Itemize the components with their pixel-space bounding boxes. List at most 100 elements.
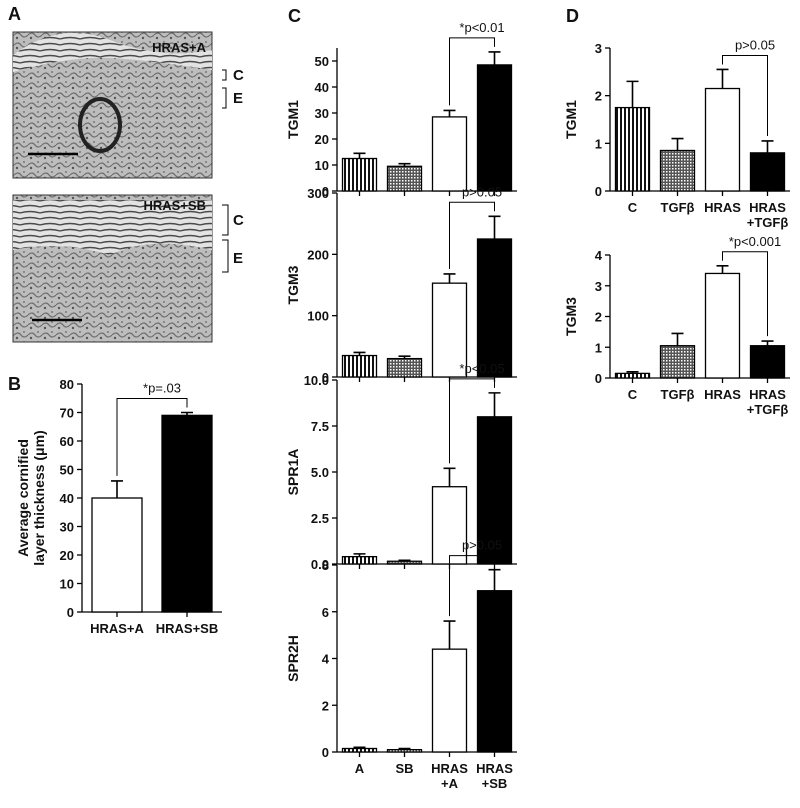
y-tick-label: 5.0 xyxy=(311,465,329,480)
x-tick-label: HRAS+SB xyxy=(476,761,513,791)
significance-bracket xyxy=(116,398,188,476)
significance-label: *p<0.05 xyxy=(459,361,504,376)
significance-label: *p<0.001 xyxy=(729,234,781,249)
y-tick-label: 1 xyxy=(595,340,602,355)
bar xyxy=(386,357,423,378)
x-tick-label: C xyxy=(628,200,638,215)
y-axis-label: SPR1A xyxy=(285,449,301,496)
y-tick-label: 4 xyxy=(595,248,603,263)
significance-label: p>0.05 xyxy=(735,37,775,52)
error-bar xyxy=(398,162,411,167)
bar xyxy=(704,87,741,192)
y-tick-label: 2 xyxy=(322,698,329,713)
significance-bracket xyxy=(449,555,495,617)
significance-bracket xyxy=(722,251,768,337)
bar xyxy=(476,238,513,378)
layer-label: C xyxy=(233,67,244,84)
bar xyxy=(749,152,786,192)
y-tick-label: 2.5 xyxy=(311,511,329,526)
significance-label: p>0.05 xyxy=(462,538,502,553)
y-tick-label: 10.0 xyxy=(304,373,329,388)
error-bar xyxy=(353,152,366,159)
y-tick-label: 7.5 xyxy=(311,419,329,434)
y-tick-label: 1 xyxy=(595,136,602,151)
bar xyxy=(704,272,741,379)
error-bar xyxy=(398,747,411,750)
x-tick-label: TGFβ xyxy=(661,200,695,215)
error-bar xyxy=(671,137,684,151)
bar xyxy=(476,590,513,753)
significance-bracket xyxy=(449,37,495,106)
y-tick-label: 6 xyxy=(322,605,329,620)
x-tick-label: HRAS+A xyxy=(90,621,144,636)
image-label: HRAS+A xyxy=(152,40,206,55)
error-bar xyxy=(626,80,639,108)
panel-label: D xyxy=(566,6,579,26)
error-bar xyxy=(671,332,684,346)
bar xyxy=(341,555,378,565)
bar xyxy=(659,345,696,379)
layer-label: C xyxy=(233,212,244,229)
x-tick-label: A xyxy=(355,761,365,776)
layer-label: E xyxy=(233,90,243,107)
y-tick-label: 50 xyxy=(60,463,74,478)
y-tick-label: 0.0 xyxy=(311,557,329,572)
error-bar xyxy=(353,351,366,356)
x-tick-label: HRAS xyxy=(704,387,741,402)
significance-label: *p<0.01 xyxy=(459,20,504,35)
bar xyxy=(614,106,651,192)
y-tick-label: 0 xyxy=(322,745,329,760)
y-tick-label: 70 xyxy=(60,406,74,421)
x-tick-label: HRAS+SB xyxy=(156,621,219,636)
error-bar xyxy=(443,109,456,117)
error-bar xyxy=(398,355,411,359)
error-bar xyxy=(716,68,729,89)
error-bar xyxy=(353,746,366,749)
x-tick-label: HRAS xyxy=(704,200,741,215)
bar xyxy=(341,747,378,753)
y-tick-label: 40 xyxy=(315,80,329,95)
y-axis-label: TGM3 xyxy=(563,297,579,336)
error-bar xyxy=(761,340,774,346)
error-bar xyxy=(761,140,774,153)
cornified-layer xyxy=(13,200,212,255)
significance-label: *p=.03 xyxy=(143,381,181,396)
y-tick-label: 2 xyxy=(595,310,602,325)
y-axis-label: TGM1 xyxy=(285,100,301,139)
x-tick-label: TGFβ xyxy=(661,387,695,402)
cornified-layer xyxy=(13,32,212,72)
error-bar xyxy=(443,467,456,487)
bar xyxy=(341,157,378,192)
y-tick-label: 300 xyxy=(307,186,329,201)
y-tick-label: 60 xyxy=(60,434,74,449)
y-tick-label: 0 xyxy=(322,370,329,385)
image-label: HRAS+SB xyxy=(144,198,207,213)
y-tick-label: 20 xyxy=(60,548,74,563)
y-axis-label: TGM1 xyxy=(563,100,579,139)
x-tick-label: SB xyxy=(395,761,413,776)
y-tick-label: 100 xyxy=(307,309,329,324)
y-tick-label: 10 xyxy=(60,577,74,592)
layer-label: E xyxy=(233,250,243,267)
error-bar xyxy=(181,411,193,416)
panel-label: C xyxy=(288,6,301,26)
error-bar xyxy=(488,215,501,239)
bar xyxy=(431,116,468,192)
y-tick-label: 50 xyxy=(315,54,329,69)
error-bar xyxy=(488,51,501,65)
bracket xyxy=(222,69,227,109)
error-bar xyxy=(443,620,456,650)
y-tick-label: 80 xyxy=(60,377,74,392)
x-tick-label: HRAS+A xyxy=(431,761,468,791)
significance-bracket xyxy=(449,201,495,269)
bar xyxy=(749,345,786,379)
y-tick-label: 40 xyxy=(60,491,74,506)
y-tick-label: 8 xyxy=(322,558,329,573)
error-bar xyxy=(716,264,729,274)
error-bar xyxy=(443,273,456,284)
bar xyxy=(476,64,513,192)
y-tick-label: 4 xyxy=(322,652,330,667)
follicle xyxy=(78,97,122,153)
y-tick-label: 0 xyxy=(67,605,74,620)
